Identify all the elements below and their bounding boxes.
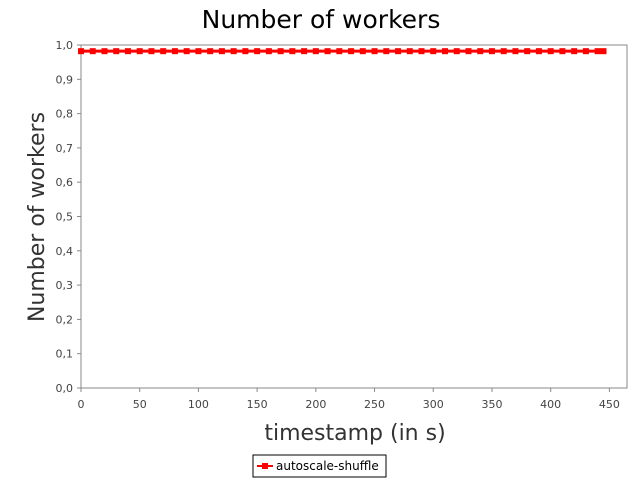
legend-box [252, 454, 387, 478]
legend-marker-swatch [262, 463, 268, 469]
data-point [277, 48, 284, 55]
data-point [406, 48, 413, 55]
data-point [453, 48, 460, 55]
x-tick-label: 100 [188, 398, 209, 411]
x-tick-label: 150 [247, 398, 268, 411]
x-axis-title: timestamp (in s) [264, 421, 445, 446]
legend: autoscale-shuffle [252, 454, 387, 478]
data-point [148, 48, 155, 55]
data-point [383, 48, 390, 55]
data-point [571, 48, 578, 55]
data-point [160, 48, 167, 55]
y-tick-label: 0,4 [56, 245, 74, 258]
data-point [600, 48, 607, 55]
data-point [183, 48, 190, 55]
data-point [348, 48, 355, 55]
data-point [371, 48, 378, 55]
data-point [218, 48, 225, 55]
data-point [465, 48, 472, 55]
data-point [582, 48, 589, 55]
data-point [195, 48, 202, 55]
data-point [524, 48, 531, 55]
data-point [78, 48, 84, 55]
data-point [124, 48, 131, 55]
data-point [442, 48, 448, 55]
data-point [171, 48, 178, 55]
x-tick-label: 450 [599, 398, 620, 411]
data-point [488, 48, 495, 55]
y-tick-label: 0,9 [56, 73, 74, 86]
data-point [395, 48, 402, 55]
x-tick-label: 0 [78, 398, 85, 411]
data-point [312, 48, 319, 55]
chart-title: Number of workers [202, 5, 441, 34]
data-point [242, 48, 249, 55]
series-layer [78, 48, 607, 55]
data-point [301, 48, 308, 55]
y-tick-label: 0,3 [56, 279, 74, 292]
x-tick-label: 350 [481, 398, 502, 411]
plot-area [80, 44, 628, 389]
x-axis: 0 50 100 150 200 250 300 350 400 450 [78, 388, 620, 411]
data-point [207, 48, 214, 55]
legend-label: autoscale-shuffle [276, 459, 379, 473]
y-tick-label: 0,1 [56, 348, 74, 361]
data-point [594, 48, 601, 55]
data-point [254, 48, 261, 55]
y-axis-title: Number of workers [25, 112, 50, 322]
data-point [500, 48, 507, 55]
y-tick-label: 0,7 [56, 142, 74, 155]
data-point [230, 48, 237, 55]
data-point [289, 48, 296, 55]
data-point [265, 48, 272, 55]
data-point [136, 48, 143, 55]
y-tick-label: 1,0 [56, 39, 74, 52]
x-tick-label: 400 [540, 398, 561, 411]
data-point [477, 48, 484, 55]
y-tick-label: 0,0 [56, 382, 74, 395]
y-axis: 0,0 0,1 0,2 0,3 0,4 0,5 0,6 0,7 0,8 0,9 1,0 [56, 39, 81, 395]
data-point [101, 48, 108, 55]
data-point [418, 48, 425, 55]
data-point [89, 48, 96, 55]
data-point [359, 48, 366, 55]
y-tick-label: 0,2 [56, 313, 74, 326]
y-tick-label: 0,5 [56, 211, 74, 224]
data-point [547, 48, 554, 55]
data-point [113, 48, 120, 55]
data-point [559, 48, 566, 55]
data-point [324, 48, 331, 55]
data-point [535, 48, 542, 55]
data-point [430, 48, 437, 55]
data-point [336, 48, 343, 55]
x-tick-label: 50 [133, 398, 147, 411]
x-tick-label: 300 [423, 398, 444, 411]
x-tick-label: 200 [305, 398, 326, 411]
data-point [512, 48, 519, 55]
y-tick-label: 0,6 [56, 176, 74, 189]
x-tick-label: 250 [364, 398, 385, 411]
y-tick-label: 0,8 [56, 108, 74, 121]
